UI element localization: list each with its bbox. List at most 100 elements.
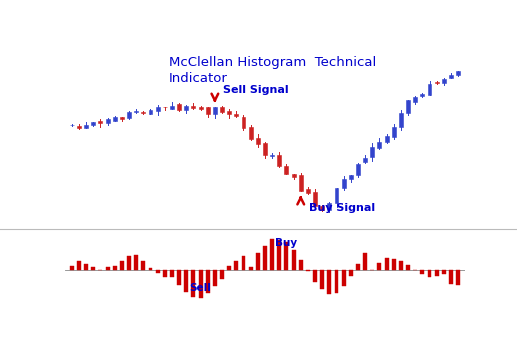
- Bar: [349, 270, 353, 276]
- Bar: [406, 265, 410, 270]
- Bar: [113, 266, 117, 270]
- Bar: [199, 107, 203, 109]
- Bar: [299, 175, 303, 191]
- Bar: [213, 107, 217, 114]
- Bar: [227, 111, 231, 114]
- Bar: [449, 270, 453, 284]
- Bar: [148, 110, 153, 114]
- Bar: [456, 71, 460, 75]
- Bar: [356, 164, 360, 175]
- Bar: [270, 155, 274, 156]
- Bar: [342, 270, 346, 286]
- Bar: [206, 270, 210, 293]
- Bar: [141, 261, 145, 270]
- Bar: [156, 107, 160, 111]
- Bar: [334, 270, 339, 293]
- Bar: [127, 256, 131, 270]
- Bar: [134, 255, 138, 270]
- Text: Sell Signal: Sell Signal: [223, 86, 289, 96]
- Bar: [320, 270, 324, 289]
- Bar: [435, 270, 438, 276]
- Bar: [456, 270, 460, 285]
- Bar: [113, 117, 117, 121]
- Bar: [313, 192, 317, 206]
- Bar: [220, 107, 224, 112]
- Bar: [342, 179, 346, 188]
- Bar: [385, 136, 389, 142]
- Bar: [370, 147, 374, 157]
- Bar: [170, 106, 174, 109]
- Bar: [77, 261, 81, 270]
- Bar: [234, 114, 238, 116]
- Bar: [120, 117, 124, 119]
- Bar: [105, 267, 110, 270]
- Bar: [377, 142, 382, 148]
- Bar: [98, 121, 102, 123]
- Bar: [220, 270, 224, 279]
- Bar: [413, 97, 417, 102]
- Bar: [191, 106, 195, 108]
- Bar: [70, 266, 74, 270]
- Bar: [392, 127, 396, 137]
- Bar: [449, 75, 453, 78]
- Bar: [120, 260, 124, 270]
- Bar: [184, 106, 188, 110]
- Bar: [156, 270, 160, 273]
- Bar: [77, 126, 81, 128]
- Bar: [284, 166, 288, 174]
- Bar: [442, 79, 446, 83]
- Bar: [163, 270, 167, 277]
- Bar: [177, 270, 181, 285]
- Bar: [241, 256, 246, 270]
- Bar: [234, 261, 238, 270]
- Bar: [263, 246, 267, 270]
- Bar: [420, 94, 424, 96]
- Text: Buy Signal: Buy Signal: [309, 203, 375, 213]
- Bar: [320, 206, 324, 210]
- Bar: [406, 100, 410, 113]
- Bar: [170, 270, 174, 277]
- Bar: [227, 266, 231, 270]
- Bar: [385, 258, 389, 270]
- Bar: [435, 82, 438, 83]
- Text: Buy: Buy: [276, 238, 297, 248]
- Bar: [327, 270, 331, 294]
- Bar: [148, 268, 153, 270]
- Bar: [134, 111, 138, 112]
- Bar: [213, 270, 217, 286]
- Bar: [277, 155, 281, 166]
- Bar: [184, 270, 188, 292]
- Bar: [399, 114, 403, 127]
- Bar: [334, 188, 339, 203]
- Bar: [299, 260, 303, 270]
- Bar: [141, 112, 145, 113]
- Bar: [249, 127, 253, 139]
- Bar: [284, 242, 288, 270]
- Bar: [256, 138, 260, 144]
- Bar: [199, 270, 203, 297]
- Bar: [356, 264, 360, 270]
- Bar: [249, 267, 253, 270]
- Bar: [292, 250, 296, 270]
- Bar: [277, 240, 281, 270]
- Bar: [327, 203, 331, 209]
- Bar: [349, 175, 353, 179]
- Bar: [292, 174, 296, 177]
- Bar: [306, 189, 310, 193]
- Bar: [428, 270, 432, 277]
- Bar: [84, 125, 88, 128]
- Bar: [191, 270, 195, 297]
- Bar: [270, 239, 274, 270]
- Bar: [263, 143, 267, 156]
- Bar: [241, 117, 246, 128]
- Bar: [177, 105, 181, 110]
- Bar: [420, 270, 424, 274]
- Bar: [392, 259, 396, 270]
- Bar: [399, 262, 403, 270]
- Bar: [306, 270, 310, 272]
- Bar: [363, 253, 367, 270]
- Bar: [313, 270, 317, 283]
- Bar: [442, 270, 446, 274]
- Bar: [256, 253, 260, 270]
- Bar: [127, 112, 131, 118]
